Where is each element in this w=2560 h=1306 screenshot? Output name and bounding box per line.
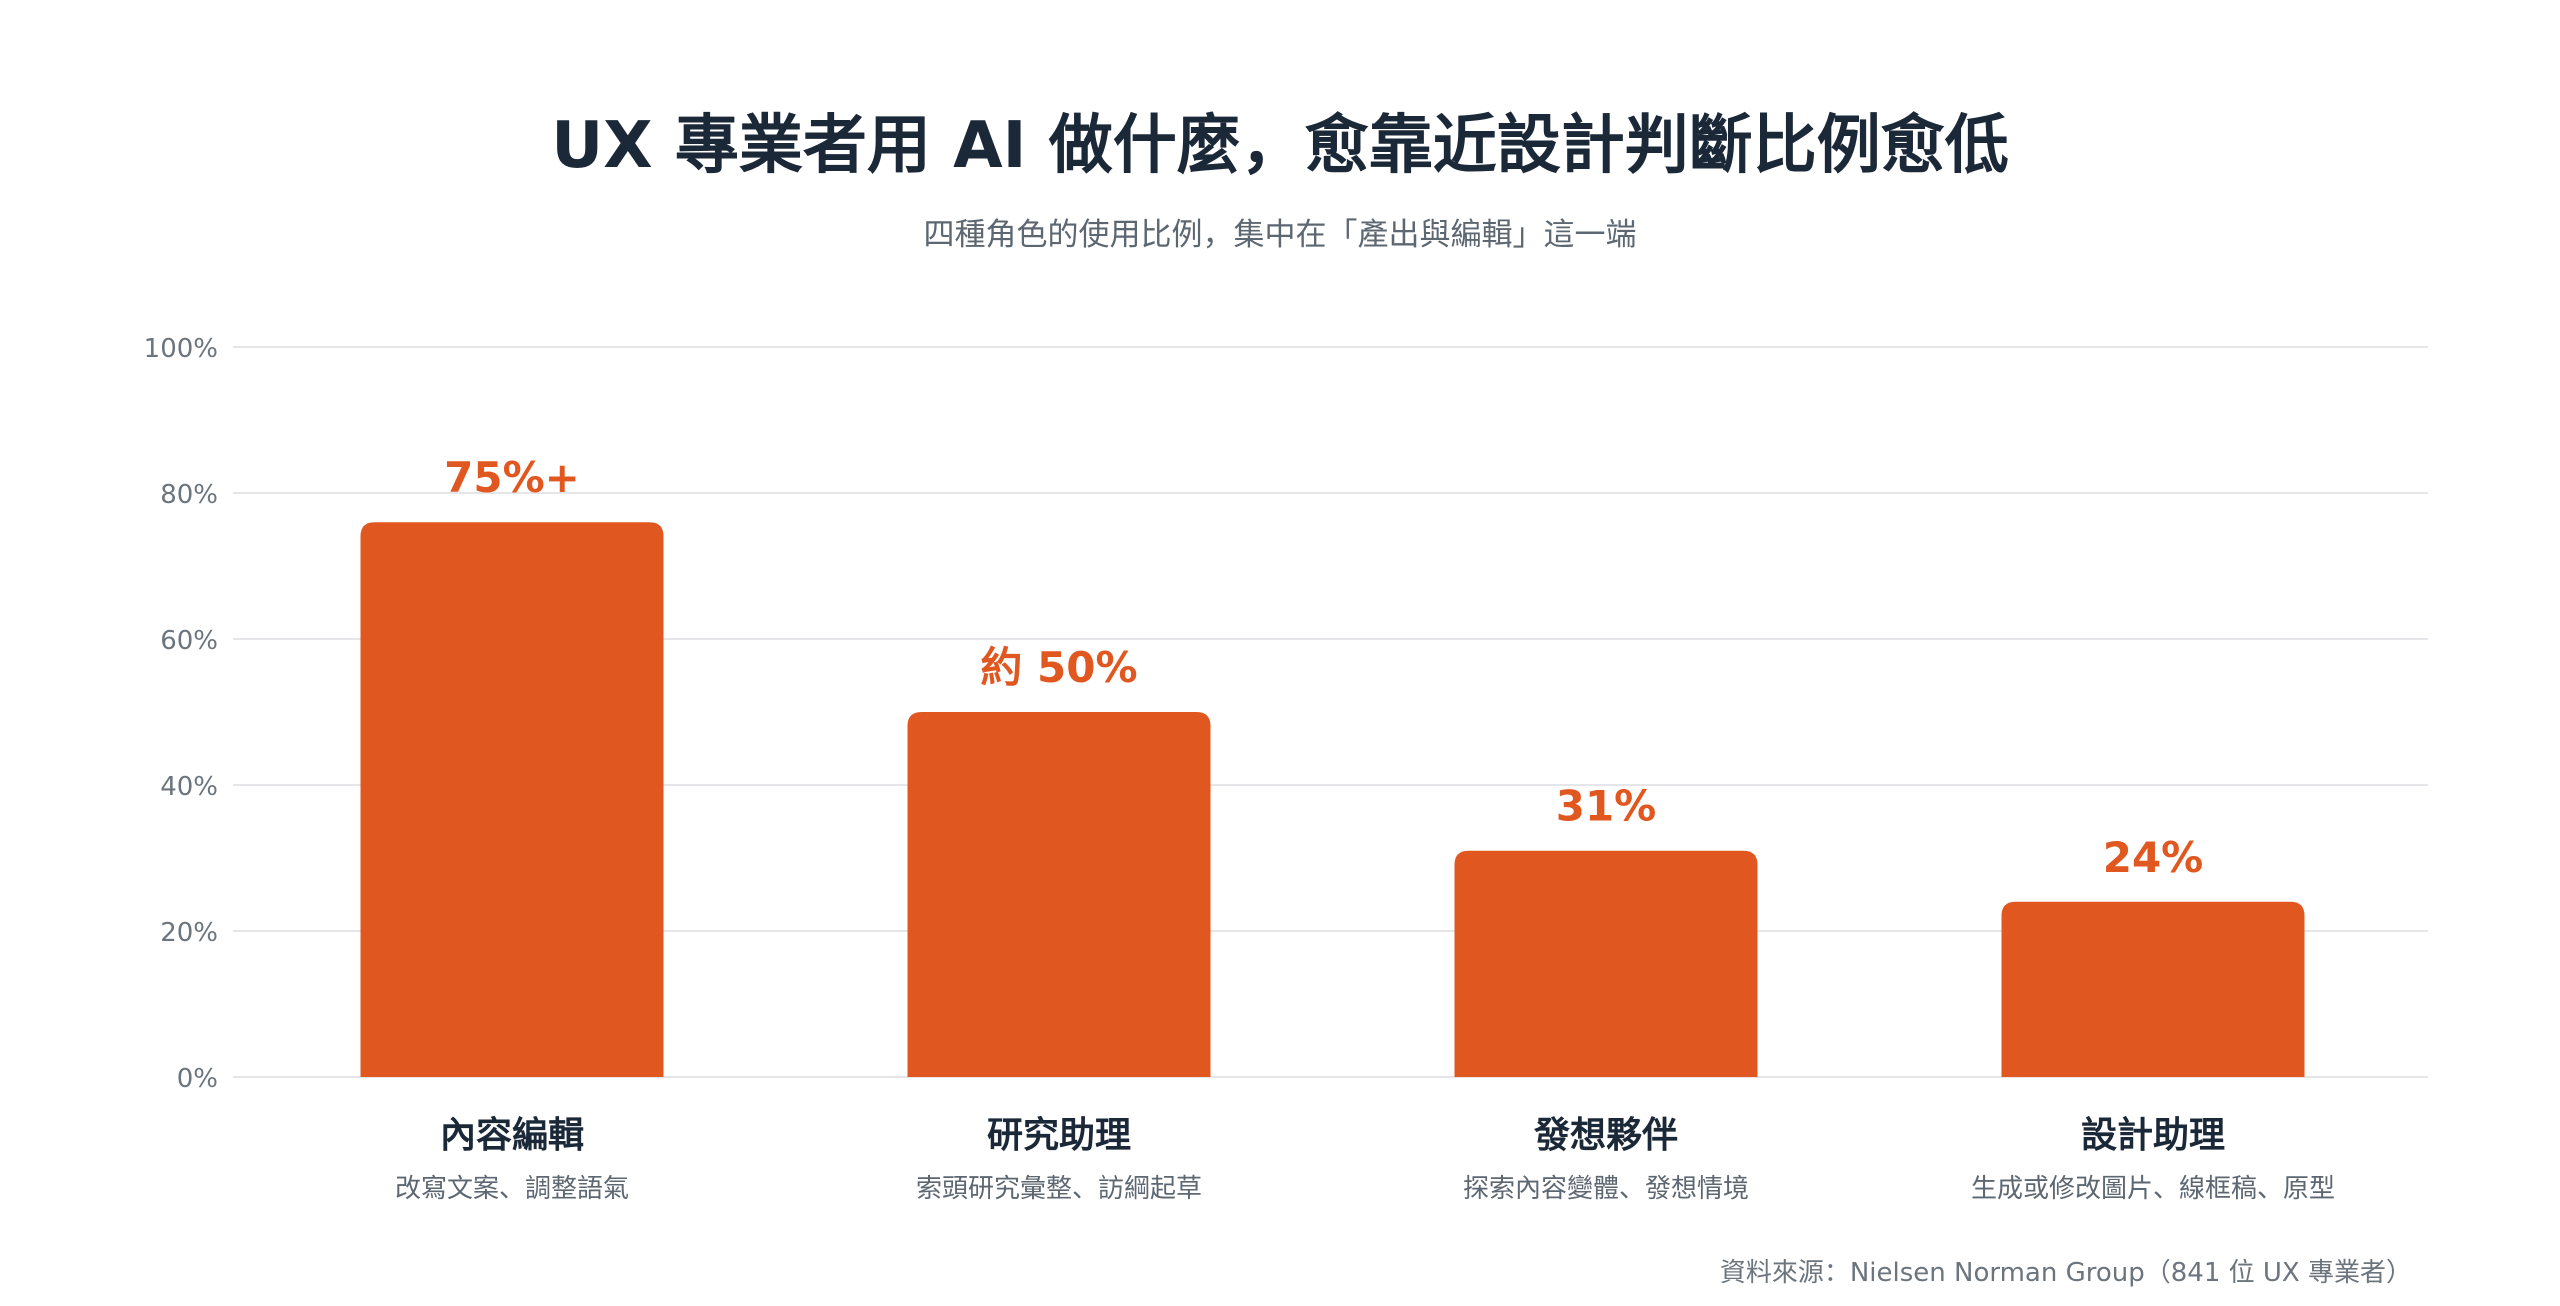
y-tick-label: 100% <box>144 334 218 364</box>
category-labels: 內容編輯 研究助理 發想夥伴 設計助理 <box>440 1115 2225 1156</box>
y-tick-label: 60% <box>160 626 218 656</box>
y-tick-label: 0% <box>177 1064 218 1094</box>
category-label: 發想夥伴 <box>1533 1115 1678 1156</box>
category-descriptions: 改寫文案、調整語氣 索頭研究彙整、訪綱起草 探索內容變體、發想情境 生成或修改圖片、線… <box>395 1174 2335 1204</box>
bar-4 <box>2001 901 2305 1077</box>
bar-1 <box>360 522 664 1077</box>
category-description: 探索內容變體、發想情境 <box>1463 1174 1749 1204</box>
value-label: 75%+ <box>444 453 580 502</box>
value-label: 約 50% <box>980 643 1137 692</box>
y-tick-label: 80% <box>160 480 218 510</box>
chart-subtitle: 四種角色的使用比例，集中在「產出與編輯」這一端 <box>923 217 1637 253</box>
y-tick-label: 20% <box>160 918 218 948</box>
value-labels: 75%+ 約 50% 31% 24% <box>444 453 2203 882</box>
y-tick-label: 40% <box>160 772 218 802</box>
value-label: 24% <box>2103 833 2204 882</box>
value-label: 31% <box>1556 782 1657 831</box>
bars <box>360 522 2305 1077</box>
bar-2 <box>907 712 1211 1077</box>
category-description: 索頭研究彙整、訪綱起草 <box>916 1174 1202 1204</box>
category-label: 內容編輯 <box>440 1115 584 1156</box>
source-note: 資料來源：Nielsen Norman Group（841 位 UX 專業者） <box>1719 1258 2412 1288</box>
category-description: 改寫文案、調整語氣 <box>395 1174 629 1204</box>
category-description: 生成或修改圖片、線框稿、原型 <box>1971 1174 2335 1204</box>
chart-title: UX 專業者用 AI 做什麼，愈靠近設計判斷比例愈低 <box>551 109 2009 183</box>
category-label: 設計助理 <box>2081 1115 2225 1156</box>
y-axis-ticks: 0% 20% 40% 60% 80% 100% <box>144 334 218 1094</box>
category-label: 研究助理 <box>987 1115 1131 1156</box>
bar-3 <box>1454 850 1758 1077</box>
